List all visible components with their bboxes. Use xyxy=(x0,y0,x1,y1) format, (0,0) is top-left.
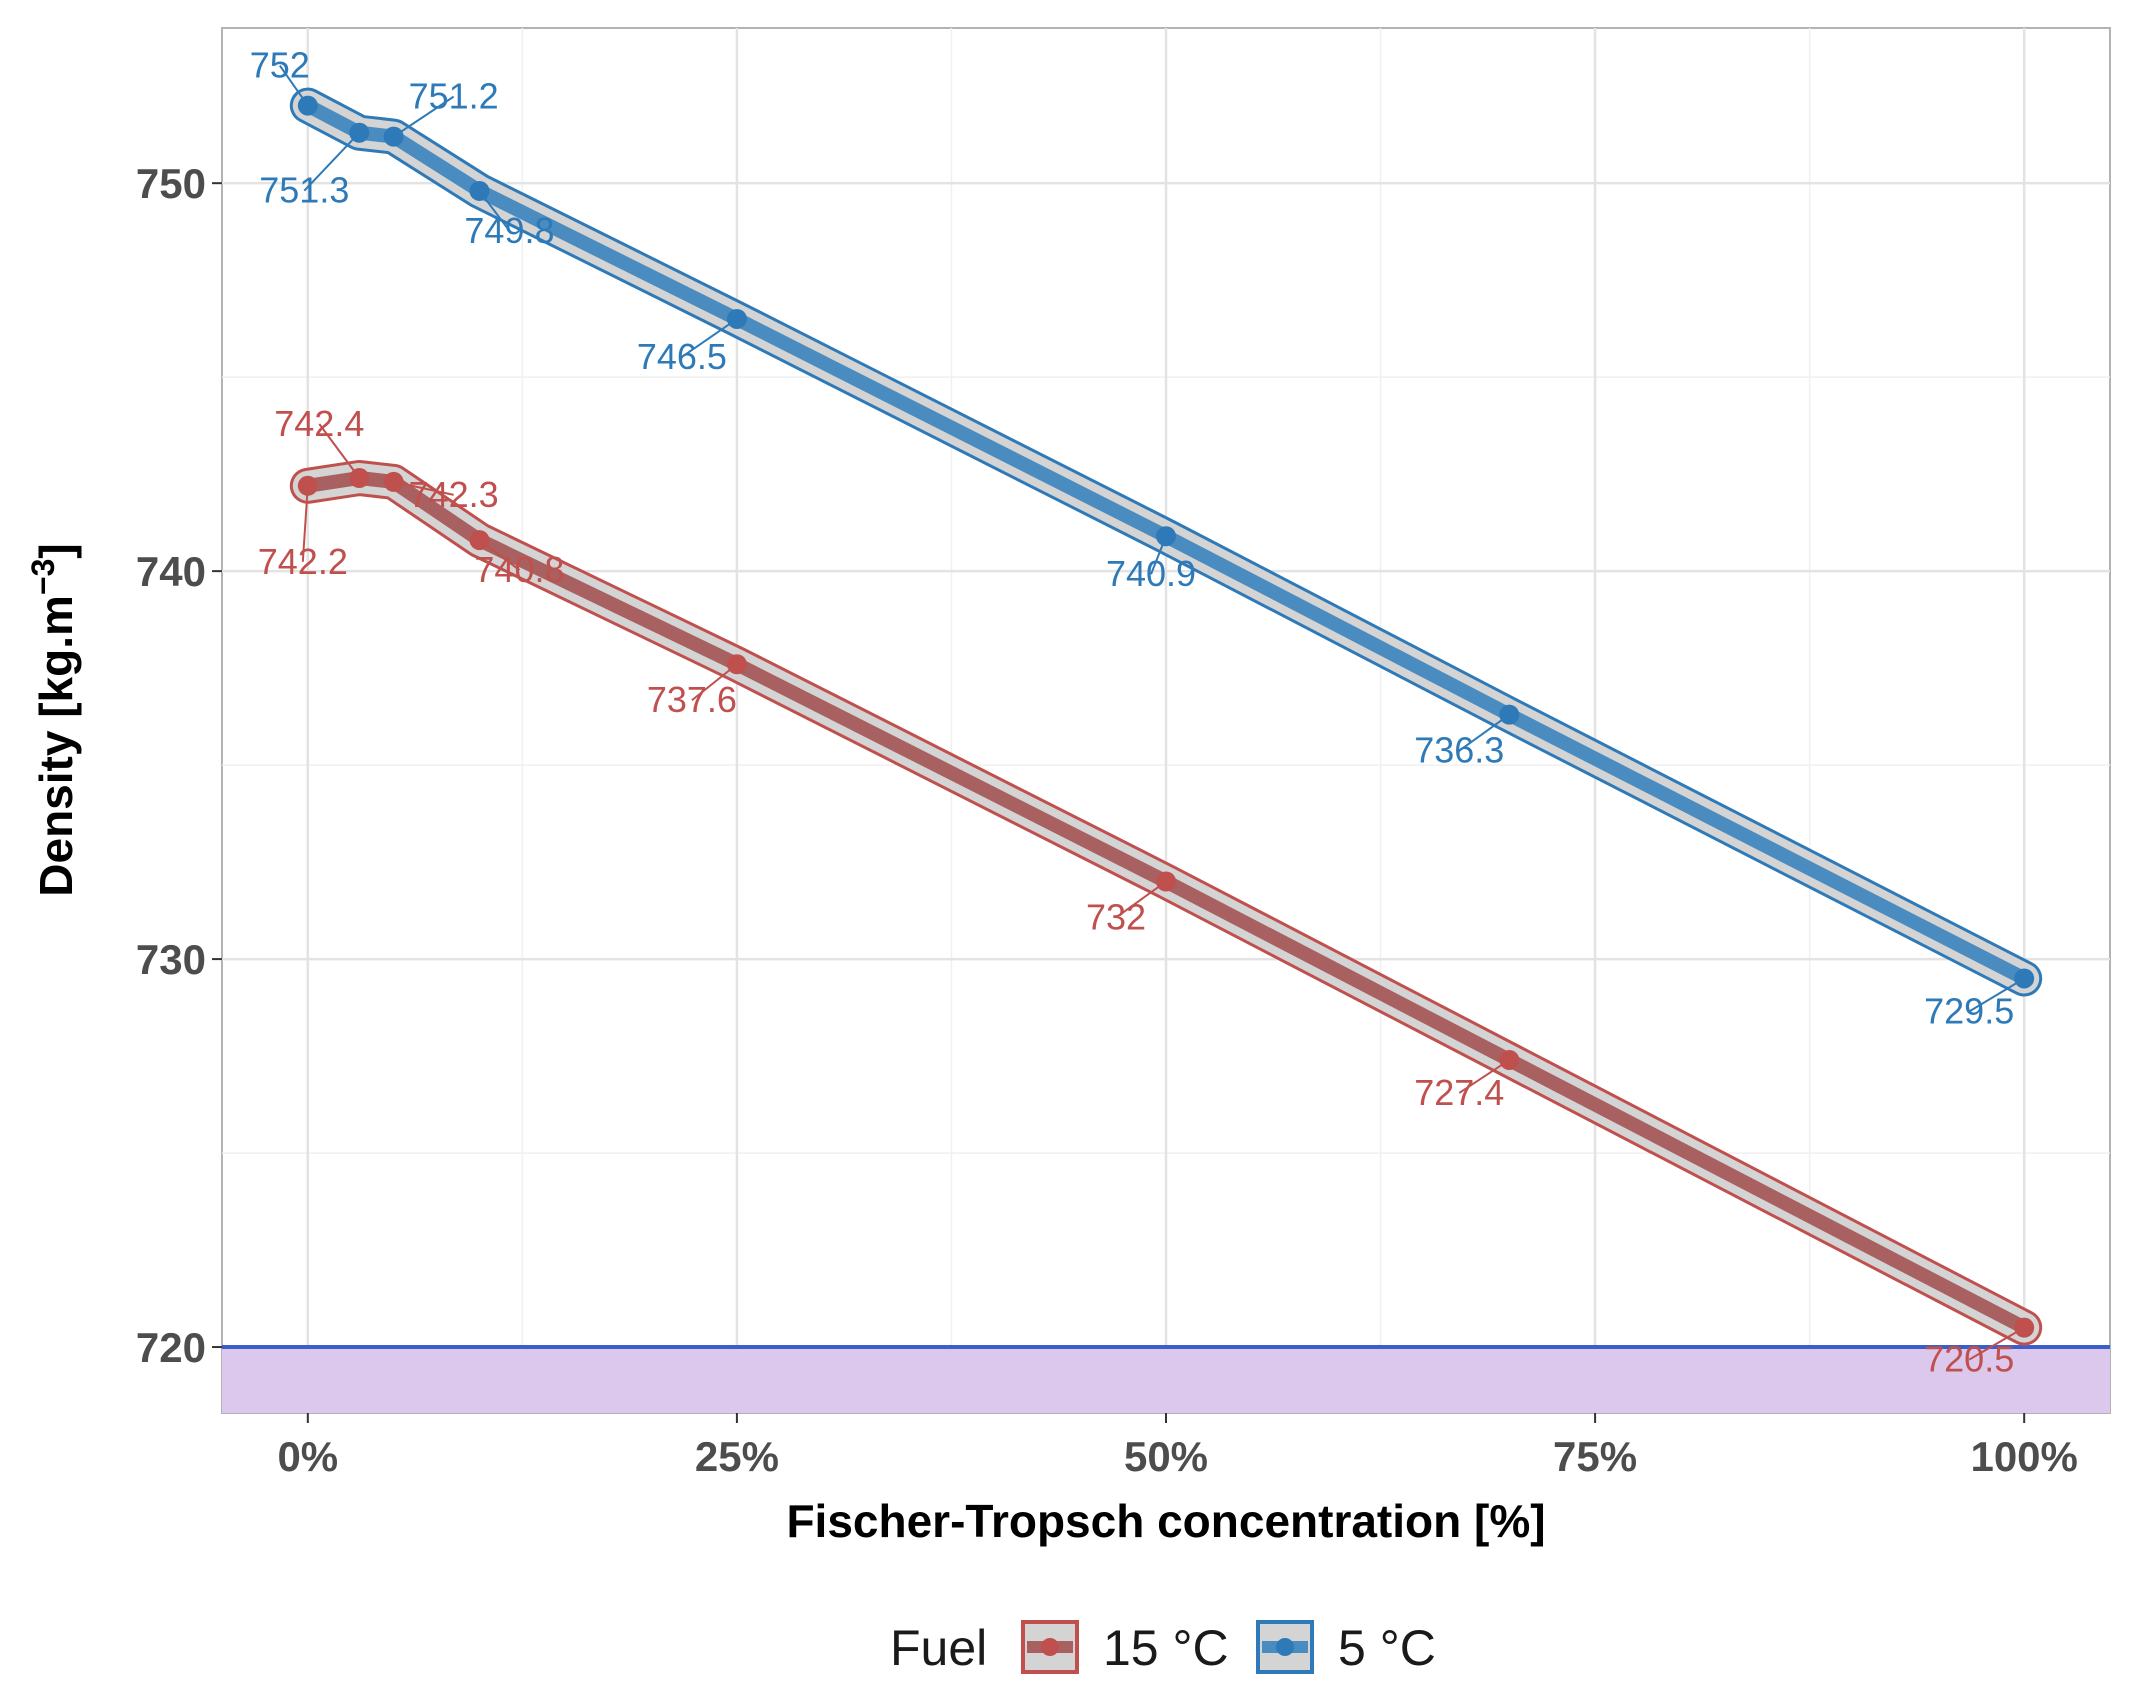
data-label: 732 xyxy=(1086,897,1146,938)
label-leader xyxy=(303,132,361,192)
y-tick-label: 720 xyxy=(136,1324,206,1371)
y-tick-label: 730 xyxy=(136,936,206,983)
data-label: 736.3 xyxy=(1414,730,1504,771)
series-15c xyxy=(289,460,2043,1346)
label-leader xyxy=(301,485,309,562)
data-label: 740.9 xyxy=(1106,553,1196,594)
label-leader xyxy=(1458,713,1510,752)
data-label: 727.4 xyxy=(1414,1072,1504,1113)
label-leader xyxy=(1115,880,1167,919)
x-tick-label: 100% xyxy=(1970,1433,2077,1480)
y-tick-label: 750 xyxy=(136,160,206,207)
data-label: 751.3 xyxy=(259,170,349,211)
label-leader xyxy=(478,539,521,571)
x-tick-label: 75% xyxy=(1553,1433,1637,1480)
series-layer xyxy=(289,87,2043,1346)
data-label: 742.3 xyxy=(409,474,499,515)
legend: Fuel 15 °C 5 °C xyxy=(890,1620,1436,1676)
y-axis-title-superscript: −3 xyxy=(25,559,61,595)
reference-band xyxy=(222,1345,2110,1413)
label-leader xyxy=(1968,1326,2025,1361)
data-label: 751.2 xyxy=(409,76,499,117)
data-label: 720.5 xyxy=(1924,1339,2014,1380)
label-leader xyxy=(1150,535,1167,575)
data-label: 749.8 xyxy=(464,210,554,251)
data-label: 742.4 xyxy=(274,403,364,444)
y-axis-title: Density [kg.m−3] xyxy=(25,543,82,896)
y-axis-title-close: ] xyxy=(30,543,82,558)
legend-title: Fuel xyxy=(890,1620,987,1676)
data-label: 740.8 xyxy=(474,549,564,590)
x-tick-label: 25% xyxy=(695,1433,779,1480)
label-leader xyxy=(1968,977,2025,1013)
label-leader xyxy=(318,423,361,479)
label-leader xyxy=(478,190,511,232)
x-axis-ticks: 0% 25% 50% 75% 100% xyxy=(277,1413,2078,1480)
label-leader xyxy=(691,663,738,702)
label-leader xyxy=(278,65,309,107)
y-axis-ticks: 720 730 740 750 xyxy=(136,160,222,1371)
x-axis-title: Fischer-Tropsch concentration [%] xyxy=(786,1495,1545,1547)
data-labels: 742.2 742.4 742.3 740.8 737.6 732 727.4 720.5 75… xyxy=(250,45,2025,1380)
x-tick-label: 50% xyxy=(1124,1433,1208,1480)
y-axis-title-main: Density [kg.m xyxy=(30,595,82,897)
label-leader xyxy=(393,480,454,496)
label-leader xyxy=(1458,1059,1510,1094)
data-label: 737.6 xyxy=(647,679,737,720)
x-tick-label: 0% xyxy=(277,1433,338,1480)
specification-band xyxy=(222,1347,2110,1413)
legend-entry-label: 5 °C xyxy=(1338,1620,1436,1676)
data-label: 752 xyxy=(250,45,310,86)
series-5c xyxy=(289,87,2043,997)
data-label: 729.5 xyxy=(1924,990,2014,1031)
legend-key-point xyxy=(1041,1638,1059,1656)
data-label: 746.5 xyxy=(637,336,727,377)
label-leader xyxy=(681,318,738,358)
data-label: 742.2 xyxy=(258,541,348,582)
legend-key-point xyxy=(1276,1638,1294,1656)
legend-entry-label: 15 °C xyxy=(1103,1620,1229,1676)
label-leader xyxy=(393,95,455,138)
y-tick-label: 740 xyxy=(136,548,206,595)
